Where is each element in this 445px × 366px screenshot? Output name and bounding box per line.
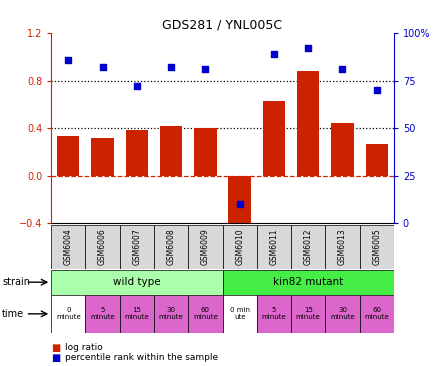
Bar — [222, 225, 257, 269]
Text: GSM6012: GSM6012 — [303, 229, 313, 265]
Point — [65, 57, 72, 63]
Bar — [120, 225, 154, 269]
Text: 15
minute: 15 minute — [125, 307, 149, 320]
Point — [339, 66, 346, 72]
Text: GSM6005: GSM6005 — [372, 229, 381, 265]
Bar — [222, 295, 257, 333]
Bar — [57, 137, 80, 176]
Text: 5
minute: 5 minute — [262, 307, 286, 320]
Bar — [257, 225, 291, 269]
Bar — [194, 128, 217, 176]
Point — [236, 201, 243, 207]
Bar — [91, 138, 114, 176]
Bar — [325, 225, 360, 269]
Bar — [188, 225, 222, 269]
Bar — [291, 295, 325, 333]
Text: strain: strain — [2, 277, 30, 287]
Text: ■: ■ — [51, 353, 61, 363]
Bar — [51, 295, 85, 333]
Bar — [257, 295, 291, 333]
Bar — [51, 270, 223, 295]
Bar — [291, 225, 325, 269]
Point — [168, 64, 175, 70]
Bar — [360, 295, 394, 333]
Text: GSM6013: GSM6013 — [338, 229, 347, 265]
Text: 0 min
ute: 0 min ute — [230, 307, 250, 320]
Point — [373, 87, 380, 93]
Bar — [331, 123, 354, 176]
Point — [305, 45, 312, 51]
Bar — [325, 295, 360, 333]
Bar — [365, 143, 388, 176]
Title: GDS281 / YNL005C: GDS281 / YNL005C — [162, 19, 283, 32]
Text: wild type: wild type — [113, 277, 161, 287]
Bar — [85, 295, 120, 333]
Text: 30
minute: 30 minute — [159, 307, 183, 320]
Bar — [228, 176, 251, 232]
Bar — [360, 225, 394, 269]
Text: GSM6009: GSM6009 — [201, 229, 210, 265]
Text: 5
minute: 5 minute — [90, 307, 115, 320]
Bar — [85, 225, 120, 269]
Text: GSM6010: GSM6010 — [235, 229, 244, 265]
Text: time: time — [2, 309, 24, 319]
Bar — [297, 71, 320, 176]
Bar — [188, 295, 222, 333]
Text: 60
minute: 60 minute — [193, 307, 218, 320]
Bar — [125, 131, 148, 176]
Text: GSM6011: GSM6011 — [269, 229, 279, 265]
Bar — [160, 126, 182, 176]
Text: GSM6004: GSM6004 — [64, 229, 73, 265]
Text: kin82 mutant: kin82 mutant — [273, 277, 343, 287]
Text: log ratio: log ratio — [65, 343, 102, 352]
Text: 0
minute: 0 minute — [56, 307, 81, 320]
Text: ■: ■ — [51, 343, 61, 353]
Point — [134, 83, 141, 89]
Point — [202, 66, 209, 72]
Bar — [222, 270, 394, 295]
Bar — [120, 295, 154, 333]
Text: GSM6007: GSM6007 — [132, 229, 142, 265]
Text: GSM6006: GSM6006 — [98, 229, 107, 265]
Bar — [263, 101, 285, 176]
Point — [271, 51, 278, 57]
Bar — [154, 225, 188, 269]
Text: GSM6008: GSM6008 — [166, 229, 176, 265]
Text: percentile rank within the sample: percentile rank within the sample — [65, 354, 218, 362]
Text: 60
minute: 60 minute — [364, 307, 389, 320]
Text: 15
minute: 15 minute — [296, 307, 320, 320]
Bar — [154, 295, 188, 333]
Text: 30
minute: 30 minute — [330, 307, 355, 320]
Point — [99, 64, 106, 70]
Bar — [51, 225, 85, 269]
